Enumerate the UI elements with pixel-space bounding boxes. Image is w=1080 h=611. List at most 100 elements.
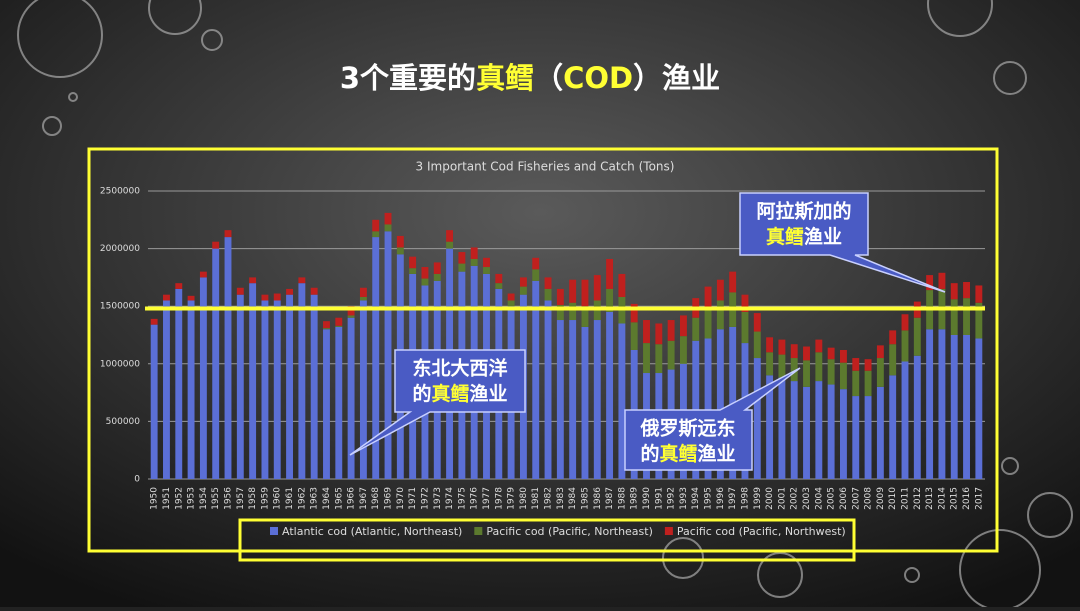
x-tick-label: 1951 bbox=[162, 487, 172, 510]
bar-segment bbox=[286, 288, 293, 295]
x-tick-label: 1992 bbox=[667, 487, 677, 510]
bar-segment bbox=[704, 309, 712, 339]
bar-segment bbox=[483, 257, 490, 268]
bar-segment bbox=[889, 330, 897, 345]
bar-segment bbox=[236, 294, 244, 479]
x-tick-label: 1964 bbox=[322, 487, 332, 510]
bar-segment bbox=[335, 325, 343, 327]
x-tick-label: 2000 bbox=[765, 487, 775, 510]
title-highlight: 真鳕 bbox=[476, 61, 534, 95]
bar-segment bbox=[261, 300, 269, 479]
bar-segment bbox=[310, 294, 318, 479]
bar-segment bbox=[667, 340, 675, 370]
title-part: 3个重要的 bbox=[340, 61, 476, 95]
x-tick-label: 2003 bbox=[802, 487, 812, 510]
x-tick-label: 2002 bbox=[790, 487, 800, 510]
bar-segment bbox=[347, 317, 355, 479]
x-tick-label: 1961 bbox=[285, 487, 295, 510]
slide-title: 3个重要的真鳕（COD）渔业 bbox=[340, 61, 720, 95]
y-tick-label: 2500000 bbox=[100, 187, 140, 197]
x-tick-label: 1953 bbox=[187, 487, 197, 510]
x-tick-label: 1956 bbox=[224, 487, 234, 510]
bar-segment bbox=[544, 300, 552, 479]
bar-segment bbox=[372, 231, 380, 238]
bar-segment bbox=[556, 305, 564, 321]
bar-segment bbox=[347, 315, 355, 318]
bar-segment bbox=[864, 359, 872, 371]
bar-segment bbox=[519, 286, 527, 295]
bar-segment bbox=[544, 288, 552, 301]
x-tick-label: 1965 bbox=[334, 487, 344, 510]
bar-segment bbox=[926, 275, 934, 291]
bar-segment bbox=[716, 300, 724, 330]
x-tick-label: 1983 bbox=[556, 487, 566, 510]
bar-segment bbox=[876, 386, 884, 479]
bar-segment bbox=[606, 311, 614, 479]
bar-segment bbox=[901, 361, 909, 479]
x-tick-label: 2015 bbox=[950, 487, 960, 510]
bar-segment bbox=[212, 248, 220, 479]
chart-frame bbox=[87, 147, 999, 553]
bar-segment bbox=[766, 352, 774, 376]
bar-segment bbox=[753, 313, 761, 332]
bar-segment bbox=[790, 381, 798, 479]
bar-segment bbox=[753, 331, 761, 359]
bar-segment bbox=[606, 288, 614, 312]
bar-segment bbox=[421, 267, 429, 279]
x-tick-label: 1978 bbox=[494, 487, 504, 510]
bar-segment bbox=[421, 278, 429, 286]
bar-segment bbox=[790, 358, 798, 382]
bar-segment bbox=[963, 298, 970, 335]
bar-segment bbox=[889, 344, 897, 376]
bar-segment bbox=[876, 358, 884, 387]
x-tick-label: 1966 bbox=[347, 487, 357, 510]
bar-segment bbox=[581, 279, 589, 307]
bar-segment bbox=[655, 344, 663, 374]
x-tick-label: 1984 bbox=[568, 487, 578, 510]
x-tick-label: 1969 bbox=[384, 487, 394, 510]
bubbles bbox=[17, 0, 1073, 611]
bar-segment bbox=[852, 358, 860, 371]
bar-segment bbox=[323, 321, 330, 329]
x-tick-label: 1977 bbox=[482, 487, 492, 510]
bar-segment bbox=[433, 273, 441, 281]
x-tick-label: 1982 bbox=[544, 487, 554, 510]
bar-segment bbox=[975, 285, 983, 303]
bar-segment bbox=[458, 252, 466, 264]
bar-segment bbox=[396, 235, 404, 248]
bar-segment bbox=[273, 293, 281, 301]
bar-segment bbox=[544, 277, 552, 289]
x-tick-label: 1990 bbox=[642, 487, 652, 510]
legend-swatch bbox=[664, 527, 673, 535]
bar-segment bbox=[581, 326, 589, 479]
bar-segment bbox=[335, 326, 343, 479]
bar-segment bbox=[815, 352, 823, 382]
x-tick-label: 1988 bbox=[617, 487, 627, 510]
x-tick-label: 2004 bbox=[814, 487, 824, 510]
bar-segment bbox=[778, 377, 786, 479]
bar-segment bbox=[679, 336, 687, 364]
bar-segment bbox=[741, 294, 749, 312]
bar-segment bbox=[840, 362, 847, 390]
bar-segment bbox=[593, 320, 601, 479]
bar-segment bbox=[323, 329, 330, 479]
callout-part: 渔业 bbox=[804, 225, 842, 248]
callout-part: 渔业 bbox=[698, 442, 736, 465]
bar-segment bbox=[532, 269, 540, 281]
bar-segment bbox=[298, 283, 306, 479]
bar-segment bbox=[803, 346, 810, 361]
bar-segment bbox=[593, 275, 601, 301]
bar-segment bbox=[335, 317, 343, 326]
bar-segment bbox=[298, 277, 306, 284]
bar-segment bbox=[803, 360, 810, 387]
callout-box bbox=[349, 349, 526, 456]
bar-segment bbox=[889, 375, 897, 479]
callout-box bbox=[624, 367, 801, 471]
x-tick-label: 1952 bbox=[174, 487, 184, 510]
callout-highlight: 真鳕 bbox=[659, 442, 697, 465]
callout-part: 的 bbox=[640, 442, 659, 465]
bar-segment bbox=[273, 300, 281, 479]
bar-segment bbox=[778, 339, 786, 355]
bar-segment bbox=[938, 329, 946, 479]
